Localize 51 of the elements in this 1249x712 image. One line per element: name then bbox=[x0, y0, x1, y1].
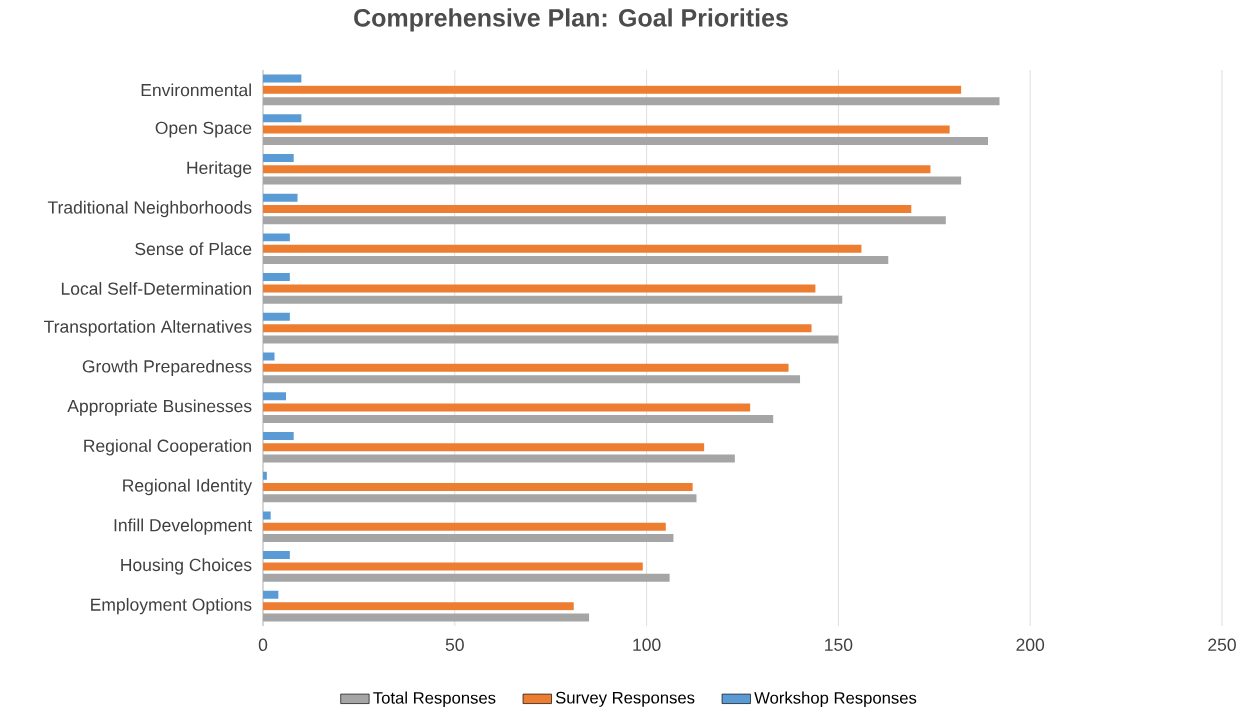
bar bbox=[263, 443, 705, 452]
bar bbox=[263, 273, 290, 282]
y-tick-label: Infill Development bbox=[114, 518, 252, 535]
y-tick-label: Appropriate Businesses bbox=[67, 399, 252, 416]
bar bbox=[263, 324, 812, 333]
y-tick-label: Transportation Alternatives bbox=[44, 319, 252, 337]
bar bbox=[263, 483, 693, 491]
bar bbox=[263, 403, 751, 412]
bar bbox=[263, 165, 931, 174]
legend-label: Total Responses bbox=[373, 691, 496, 708]
bar bbox=[263, 153, 294, 162]
bar bbox=[263, 511, 271, 520]
x-tick-label: 150 bbox=[825, 638, 853, 651]
bar bbox=[263, 85, 962, 94]
bar bbox=[263, 193, 298, 202]
bar bbox=[263, 431, 294, 440]
y-tick-label: Environmental bbox=[141, 83, 251, 97]
bar bbox=[263, 562, 643, 571]
x-tick-label: 0 bbox=[258, 638, 268, 651]
bar bbox=[263, 551, 290, 560]
bar bbox=[263, 205, 912, 213]
y-tick-label: Regional Identity bbox=[123, 478, 253, 496]
bar bbox=[263, 244, 862, 253]
y-tick-label: Heritage bbox=[187, 161, 252, 178]
bar bbox=[263, 602, 574, 611]
bar bbox=[263, 522, 666, 531]
bar bbox=[263, 392, 287, 401]
bar bbox=[263, 312, 290, 321]
y-tick-label: Local Self-Determination bbox=[61, 282, 251, 295]
legend-label: Survey Responses bbox=[555, 691, 695, 707]
x-tick-label: 250 bbox=[1208, 638, 1236, 651]
y-tick-label: Sense of Place bbox=[135, 242, 252, 256]
y-tick-label: Open Space bbox=[155, 121, 252, 138]
bar bbox=[263, 74, 302, 83]
bar bbox=[263, 590, 279, 599]
y-tick-label: Traditional Neighborhoods bbox=[47, 200, 252, 218]
chart-title: Comprehensive Plan: Goal Priorities bbox=[354, 8, 788, 32]
bar bbox=[263, 233, 290, 242]
bar bbox=[263, 363, 789, 372]
bar bbox=[263, 284, 816, 293]
y-tick-label: Regional Cooperation bbox=[84, 439, 251, 456]
y-tick-label: Growth Preparedness bbox=[82, 359, 252, 377]
bar bbox=[263, 352, 275, 361]
bar bbox=[263, 125, 950, 134]
x-tick-label: 100 bbox=[633, 638, 661, 651]
y-tick-label: Employment Options bbox=[91, 597, 252, 615]
bar bbox=[263, 114, 302, 123]
y-tick-label: Housing Choices bbox=[121, 558, 252, 575]
x-tick-label: 200 bbox=[1016, 638, 1045, 651]
x-tick-label: 50 bbox=[445, 638, 464, 651]
legend-label: Workshop Responses bbox=[754, 691, 917, 708]
